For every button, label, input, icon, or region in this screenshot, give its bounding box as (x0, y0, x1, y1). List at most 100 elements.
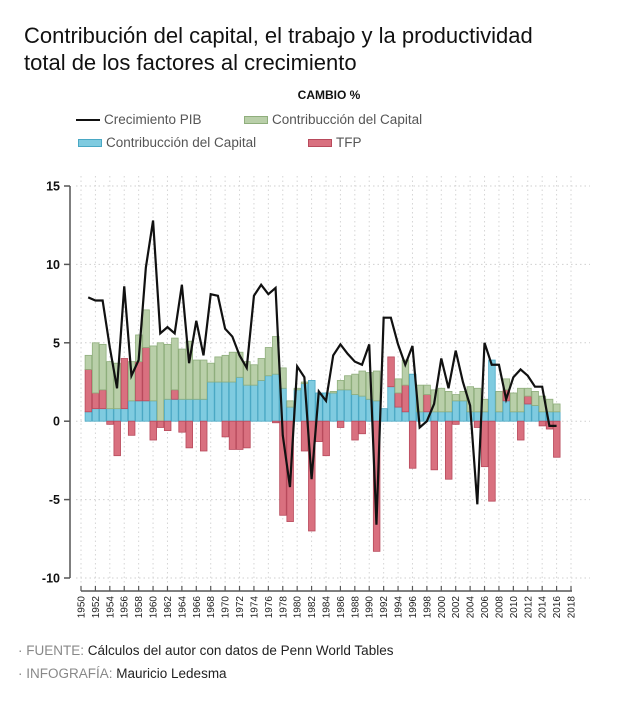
footer-credit: · INFOGRAFÍA: Mauricio Ledesma (18, 666, 227, 681)
bar-group-2010 (509, 392, 518, 422)
bar-capital (84, 354, 93, 370)
bar-group-1961 (156, 342, 165, 428)
bar-tfp (178, 420, 186, 433)
bar-labor (538, 411, 547, 422)
x-tick-label: 1976 (264, 596, 275, 619)
footer-credit-text: Mauricio Ledesma (116, 666, 227, 681)
bar-tfp (372, 420, 381, 552)
bar-labor (192, 398, 201, 422)
x-tick-label: 1954 (105, 596, 116, 619)
bar-tfp (236, 420, 244, 450)
bar-group-1967 (199, 359, 208, 452)
bar-labor (387, 386, 395, 422)
bar-capital (185, 340, 193, 400)
legend-swatch-tfp (308, 138, 332, 147)
x-axis: 1950 1952 1954 1956 1958 1960 1962 1964 1966 1968… (77, 586, 578, 618)
x-tick-label: 2004 (466, 596, 477, 619)
bar-tfp (135, 361, 143, 402)
bar-tfp (394, 392, 402, 408)
bar-group-1974 (250, 364, 258, 422)
bar-group-1960 (149, 345, 157, 441)
bar-labor (199, 398, 208, 422)
bar-group-1952 (91, 342, 100, 422)
bar-capital (336, 380, 345, 391)
bar-tfp (517, 420, 525, 441)
bar-group-2001 (444, 391, 453, 480)
bar-group-1986 (336, 380, 345, 428)
bar-capital (452, 394, 460, 402)
bar-group-1968 (207, 362, 215, 422)
x-tick-label: 1974 (249, 596, 260, 619)
x-tick-label: 1994 (394, 596, 405, 619)
bar-capital (228, 351, 237, 383)
x-tick-label: 1958 (134, 596, 145, 619)
bar-group-1951 (84, 354, 93, 422)
bar-labor (452, 400, 460, 422)
bar-labor (344, 389, 352, 422)
bar-labor (142, 400, 150, 422)
x-tick-label: 1992 (379, 596, 390, 619)
legend-item-gdp: Crecimiento PIB (76, 112, 202, 127)
legend-item-labor: Contribucción del Capital (78, 135, 256, 150)
bar-tfp (113, 420, 121, 457)
bar-tfp (243, 420, 251, 449)
bar-tfp (120, 358, 129, 410)
bar-group-2005 (473, 387, 482, 428)
bar-group-2003 (459, 391, 467, 422)
x-tick-label: 2016 (552, 596, 563, 619)
bar-tfp (185, 420, 193, 449)
bar-tfp (408, 420, 417, 469)
bar-labor (329, 392, 338, 422)
bar-labor (308, 380, 316, 422)
bar-labor (380, 408, 388, 422)
bar-tfp (142, 347, 150, 402)
x-tick-label: 1950 (77, 596, 88, 619)
bar-labor (250, 384, 258, 422)
bar-group-1973 (243, 361, 251, 449)
bar-labor (531, 405, 539, 422)
bar-capital (495, 391, 503, 413)
bar-labor (517, 411, 525, 422)
x-tick-label: 2000 (437, 596, 448, 619)
bar-group-1969 (214, 356, 222, 422)
bar-group-1992 (380, 408, 388, 422)
bar-labor (185, 398, 193, 422)
footer-source-text: Cálculos del autor con datos de Penn Wor… (87, 643, 394, 658)
bar-group-1972 (236, 351, 244, 450)
y-tick-label: 0 (53, 415, 60, 429)
bar-tfp (91, 392, 100, 410)
bar-capital (293, 387, 302, 391)
bar-tfp (199, 420, 208, 452)
bar-labor (99, 408, 107, 422)
x-tick-label: 1982 (307, 596, 318, 619)
bar-labor (437, 411, 446, 422)
bar-capital (221, 354, 230, 383)
gdp-line (87, 220, 557, 525)
legend-swatch-gdp (76, 118, 100, 121)
bar-tfp (444, 420, 453, 480)
bars (84, 309, 561, 552)
x-tick-label: 1980 (293, 596, 304, 619)
bar-tfp (156, 420, 165, 428)
bar-labor (430, 411, 438, 422)
bar-labor (351, 394, 359, 422)
bar-group-1962 (163, 343, 172, 432)
bar-capital (156, 342, 165, 422)
bar-labor (207, 381, 215, 422)
bar-group-1963 (171, 337, 179, 422)
bar-group-1998 (423, 384, 431, 422)
x-tick-label: 1962 (163, 596, 174, 619)
x-tick-label: 2018 (567, 596, 578, 619)
bar-group-1985 (329, 391, 338, 422)
bar-tfp (228, 420, 237, 450)
bar-tfp (358, 420, 366, 435)
bar-labor (495, 411, 503, 422)
bar-labor (163, 398, 172, 422)
bar-labor (91, 408, 100, 422)
bar-labor (178, 398, 186, 422)
x-tick-label: 1964 (177, 596, 188, 619)
bar-labor (473, 411, 482, 422)
bar-labor (401, 411, 410, 422)
bar-group-1993 (387, 356, 395, 422)
bar-group-1959 (142, 309, 150, 422)
